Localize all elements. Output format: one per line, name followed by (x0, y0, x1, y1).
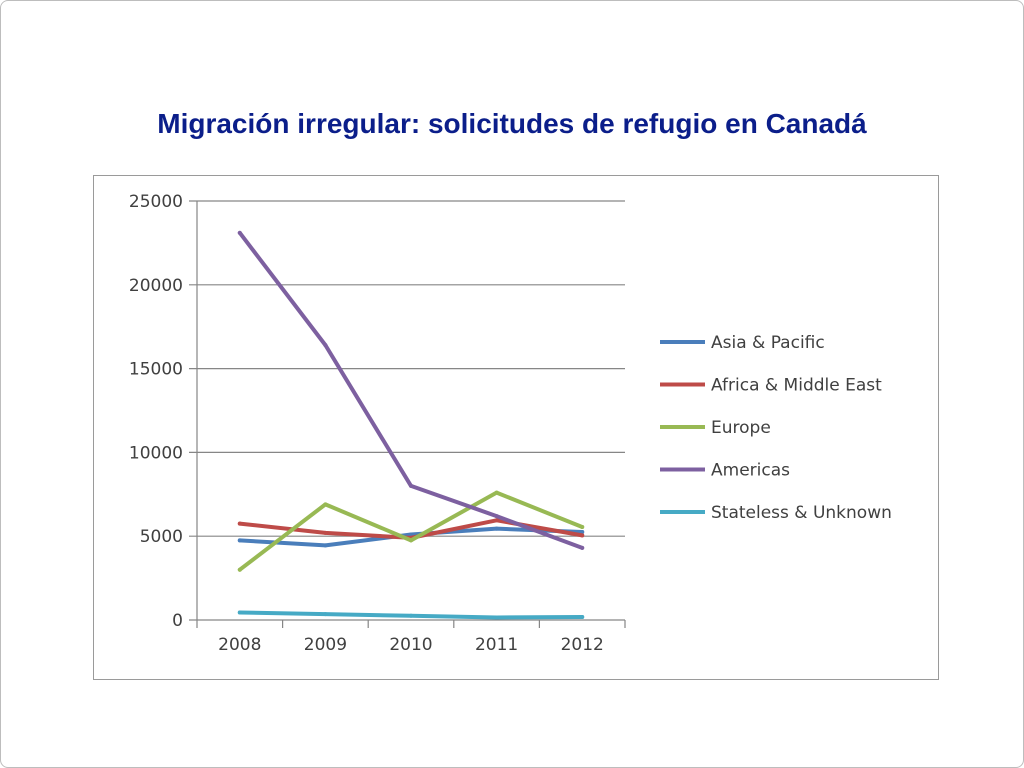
x-tick-label: 2012 (561, 635, 604, 655)
y-tick-label: 5000 (140, 527, 183, 547)
data-point (580, 614, 585, 619)
y-tick-label: 0 (172, 611, 183, 631)
data-point (409, 538, 413, 543)
legend-label: Stateless & Unknown (711, 503, 892, 523)
data-point (323, 543, 328, 548)
data-point (323, 343, 328, 348)
data-point (494, 518, 499, 523)
legend-label: Americas (711, 461, 790, 481)
legend-label: Asia & Pacific (711, 333, 825, 353)
x-tick-label: 2009 (304, 635, 347, 655)
x-tick-label: 2010 (389, 635, 432, 655)
chart-container: 0 5000 10000 15000 20000 25000 2008 2009 2010 20… (93, 175, 939, 680)
data-point (237, 230, 242, 235)
x-axis: 2008 2009 2010 2011 2012 (196, 620, 626, 655)
data-point (580, 530, 585, 535)
data-point (237, 521, 242, 526)
y-tick-label: 10000 (129, 443, 183, 463)
data-point (580, 524, 585, 529)
data-point (580, 545, 585, 550)
data-point (237, 610, 242, 615)
legend-label: Europe (711, 418, 771, 438)
data-point (323, 612, 328, 617)
series-line-3 (237, 230, 585, 550)
y-axis: 0 5000 10000 15000 20000 25000 (129, 192, 198, 631)
data-point (237, 567, 242, 572)
series-lines (237, 230, 585, 620)
data-point (494, 490, 499, 495)
data-point (494, 615, 499, 620)
y-tick-label: 20000 (129, 276, 183, 296)
data-point (237, 538, 242, 543)
x-tick-label: 2011 (475, 635, 518, 655)
data-point (409, 613, 413, 618)
legend: Asia & Pacific Africa & Middle East Europe… (660, 333, 892, 523)
x-tick-label: 2008 (218, 635, 261, 655)
legend-label: Africa & Middle East (711, 376, 882, 396)
y-tick-label: 25000 (129, 192, 183, 212)
data-point (409, 483, 413, 488)
data-point (323, 502, 328, 507)
y-tick-label: 15000 (129, 360, 183, 380)
data-point (409, 532, 413, 537)
slide-title: Migración irregular: solicitudes de refu… (157, 108, 867, 139)
data-point (494, 526, 499, 531)
data-point (580, 533, 585, 538)
data-point (323, 530, 328, 535)
data-point (494, 514, 499, 519)
